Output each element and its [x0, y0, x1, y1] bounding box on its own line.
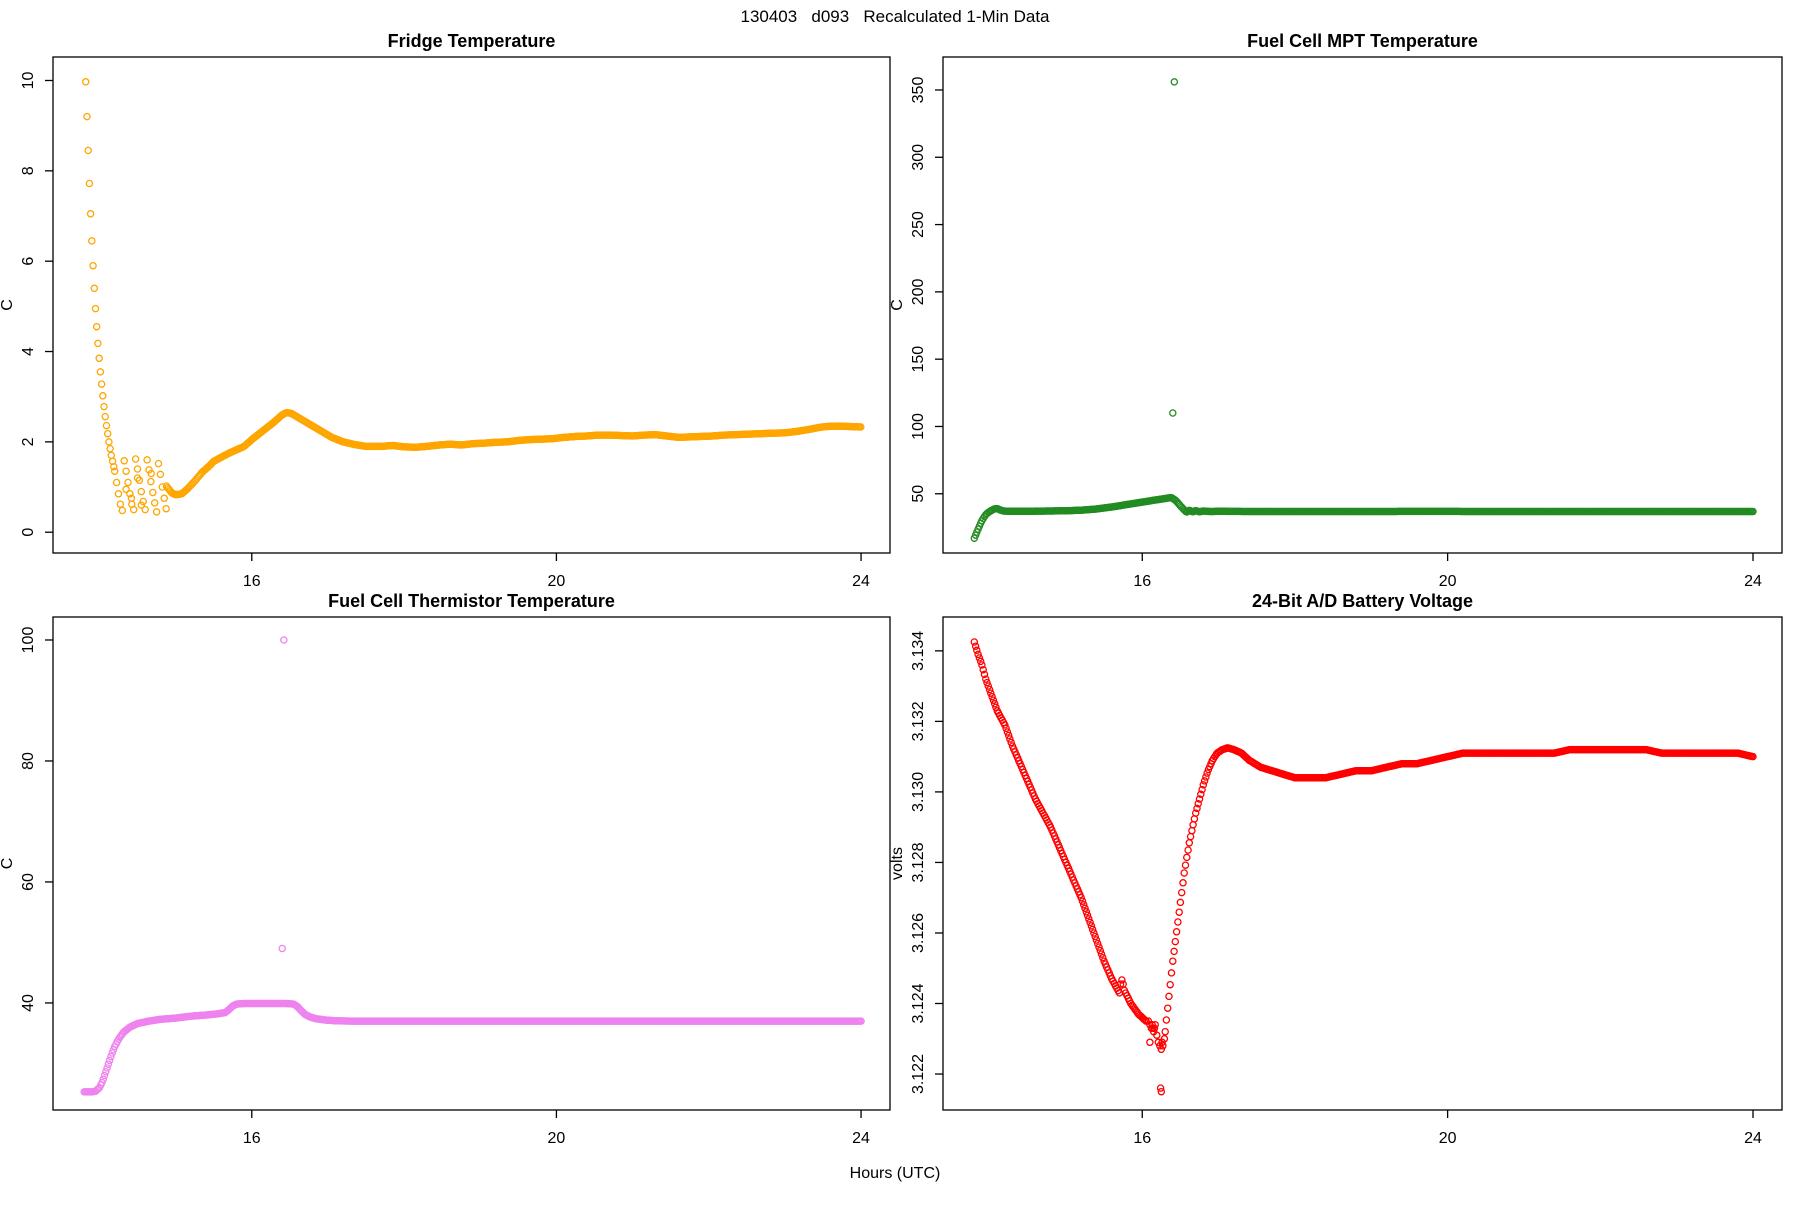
- x-tick-label: 20: [548, 1130, 566, 1147]
- y-tick-label: 150: [910, 346, 927, 373]
- y-tick-label: 3.134: [910, 631, 927, 671]
- x-axis-label: Hours (UTC): [850, 1165, 941, 1182]
- x-tick-label: 24: [852, 1130, 870, 1147]
- x-tick-label: 16: [243, 573, 261, 590]
- data-points-fuel-cell-mpt-temperature: [970, 78, 1757, 542]
- y-tick-label: 2: [20, 437, 37, 446]
- y-tick-label: 300: [910, 144, 927, 171]
- y-tick-label: 100: [910, 413, 927, 440]
- y-tick-label: 8: [20, 166, 37, 175]
- panel-battery-voltage: 16 20 24 3.122 3.124 3.126 3.128 3.130 3.132 3.13…: [889, 591, 1783, 1147]
- plot-box: [52, 56, 891, 554]
- panel-title: Fuel Cell MPT Temperature: [1247, 31, 1478, 51]
- x-tick-label: 16: [243, 1130, 261, 1147]
- panel-title: 24-Bit A/D Battery Voltage: [1252, 591, 1473, 611]
- y-tick-label: 100: [20, 627, 37, 654]
- x-tick-label: 20: [1439, 573, 1457, 590]
- x-tick-label: 24: [852, 573, 870, 590]
- data-points-battery-voltage: [970, 638, 1757, 1096]
- y-tick-label: 6: [20, 257, 37, 266]
- y-tick-label: 50: [910, 485, 927, 503]
- panel-title: Fuel Cell Thermistor Temperature: [328, 591, 615, 611]
- main-title: 130403 d093 Recalculated 1-Min Data: [740, 7, 1050, 26]
- y-tick-label: 200: [910, 278, 927, 305]
- x-tick-label: 16: [1133, 1130, 1151, 1147]
- y-axis-label: C: [0, 858, 16, 870]
- y-tick-label: 350: [910, 77, 927, 104]
- y-tick-label: 3.128: [910, 842, 927, 882]
- data-points-fridge-temperature: [81, 78, 865, 516]
- y-axis-label: C: [889, 299, 906, 311]
- plot-box: [942, 56, 1783, 554]
- panel-fuel-cell-thermistor-temperature: 16 20 24 40 60 80 100 Fuel Cell Thermistor Temp…: [0, 591, 891, 1147]
- x-tick-label: 20: [1439, 1130, 1457, 1147]
- y-tick-label: 3.126: [910, 913, 927, 953]
- data-points-fuel-cell-thermistor-temperature: [80, 636, 865, 1096]
- y-tick-label: 80: [20, 752, 37, 770]
- y-tick-label: 60: [20, 873, 37, 891]
- y-axis-label: C: [0, 299, 16, 311]
- y-axis-label: volts: [889, 847, 906, 880]
- y-tick-label: 4: [20, 347, 37, 356]
- plot-box: [52, 616, 891, 1111]
- panel-title: Fridge Temperature: [388, 31, 556, 51]
- y-tick-label: 3.124: [910, 983, 927, 1023]
- x-tick-label: 16: [1133, 573, 1151, 590]
- panel-fuel-cell-mpt-temperature: 16 20 24 50 100 150 200 250 300 350 Fuel Cell MPT …: [889, 31, 1783, 590]
- plot-box: [942, 616, 1783, 1111]
- y-tick-label: 10: [20, 71, 37, 89]
- x-tick-label: 24: [1744, 573, 1762, 590]
- y-tick-label: 250: [910, 211, 927, 238]
- y-tick-label: 40: [20, 994, 37, 1012]
- y-tick-label: 3.130: [910, 772, 927, 812]
- x-tick-label: 24: [1744, 1130, 1762, 1147]
- y-tick-label: 3.132: [910, 701, 927, 741]
- y-tick-label: 3.122: [910, 1054, 927, 1094]
- x-tick-label: 20: [548, 573, 566, 590]
- y-tick-label: 0: [20, 528, 37, 537]
